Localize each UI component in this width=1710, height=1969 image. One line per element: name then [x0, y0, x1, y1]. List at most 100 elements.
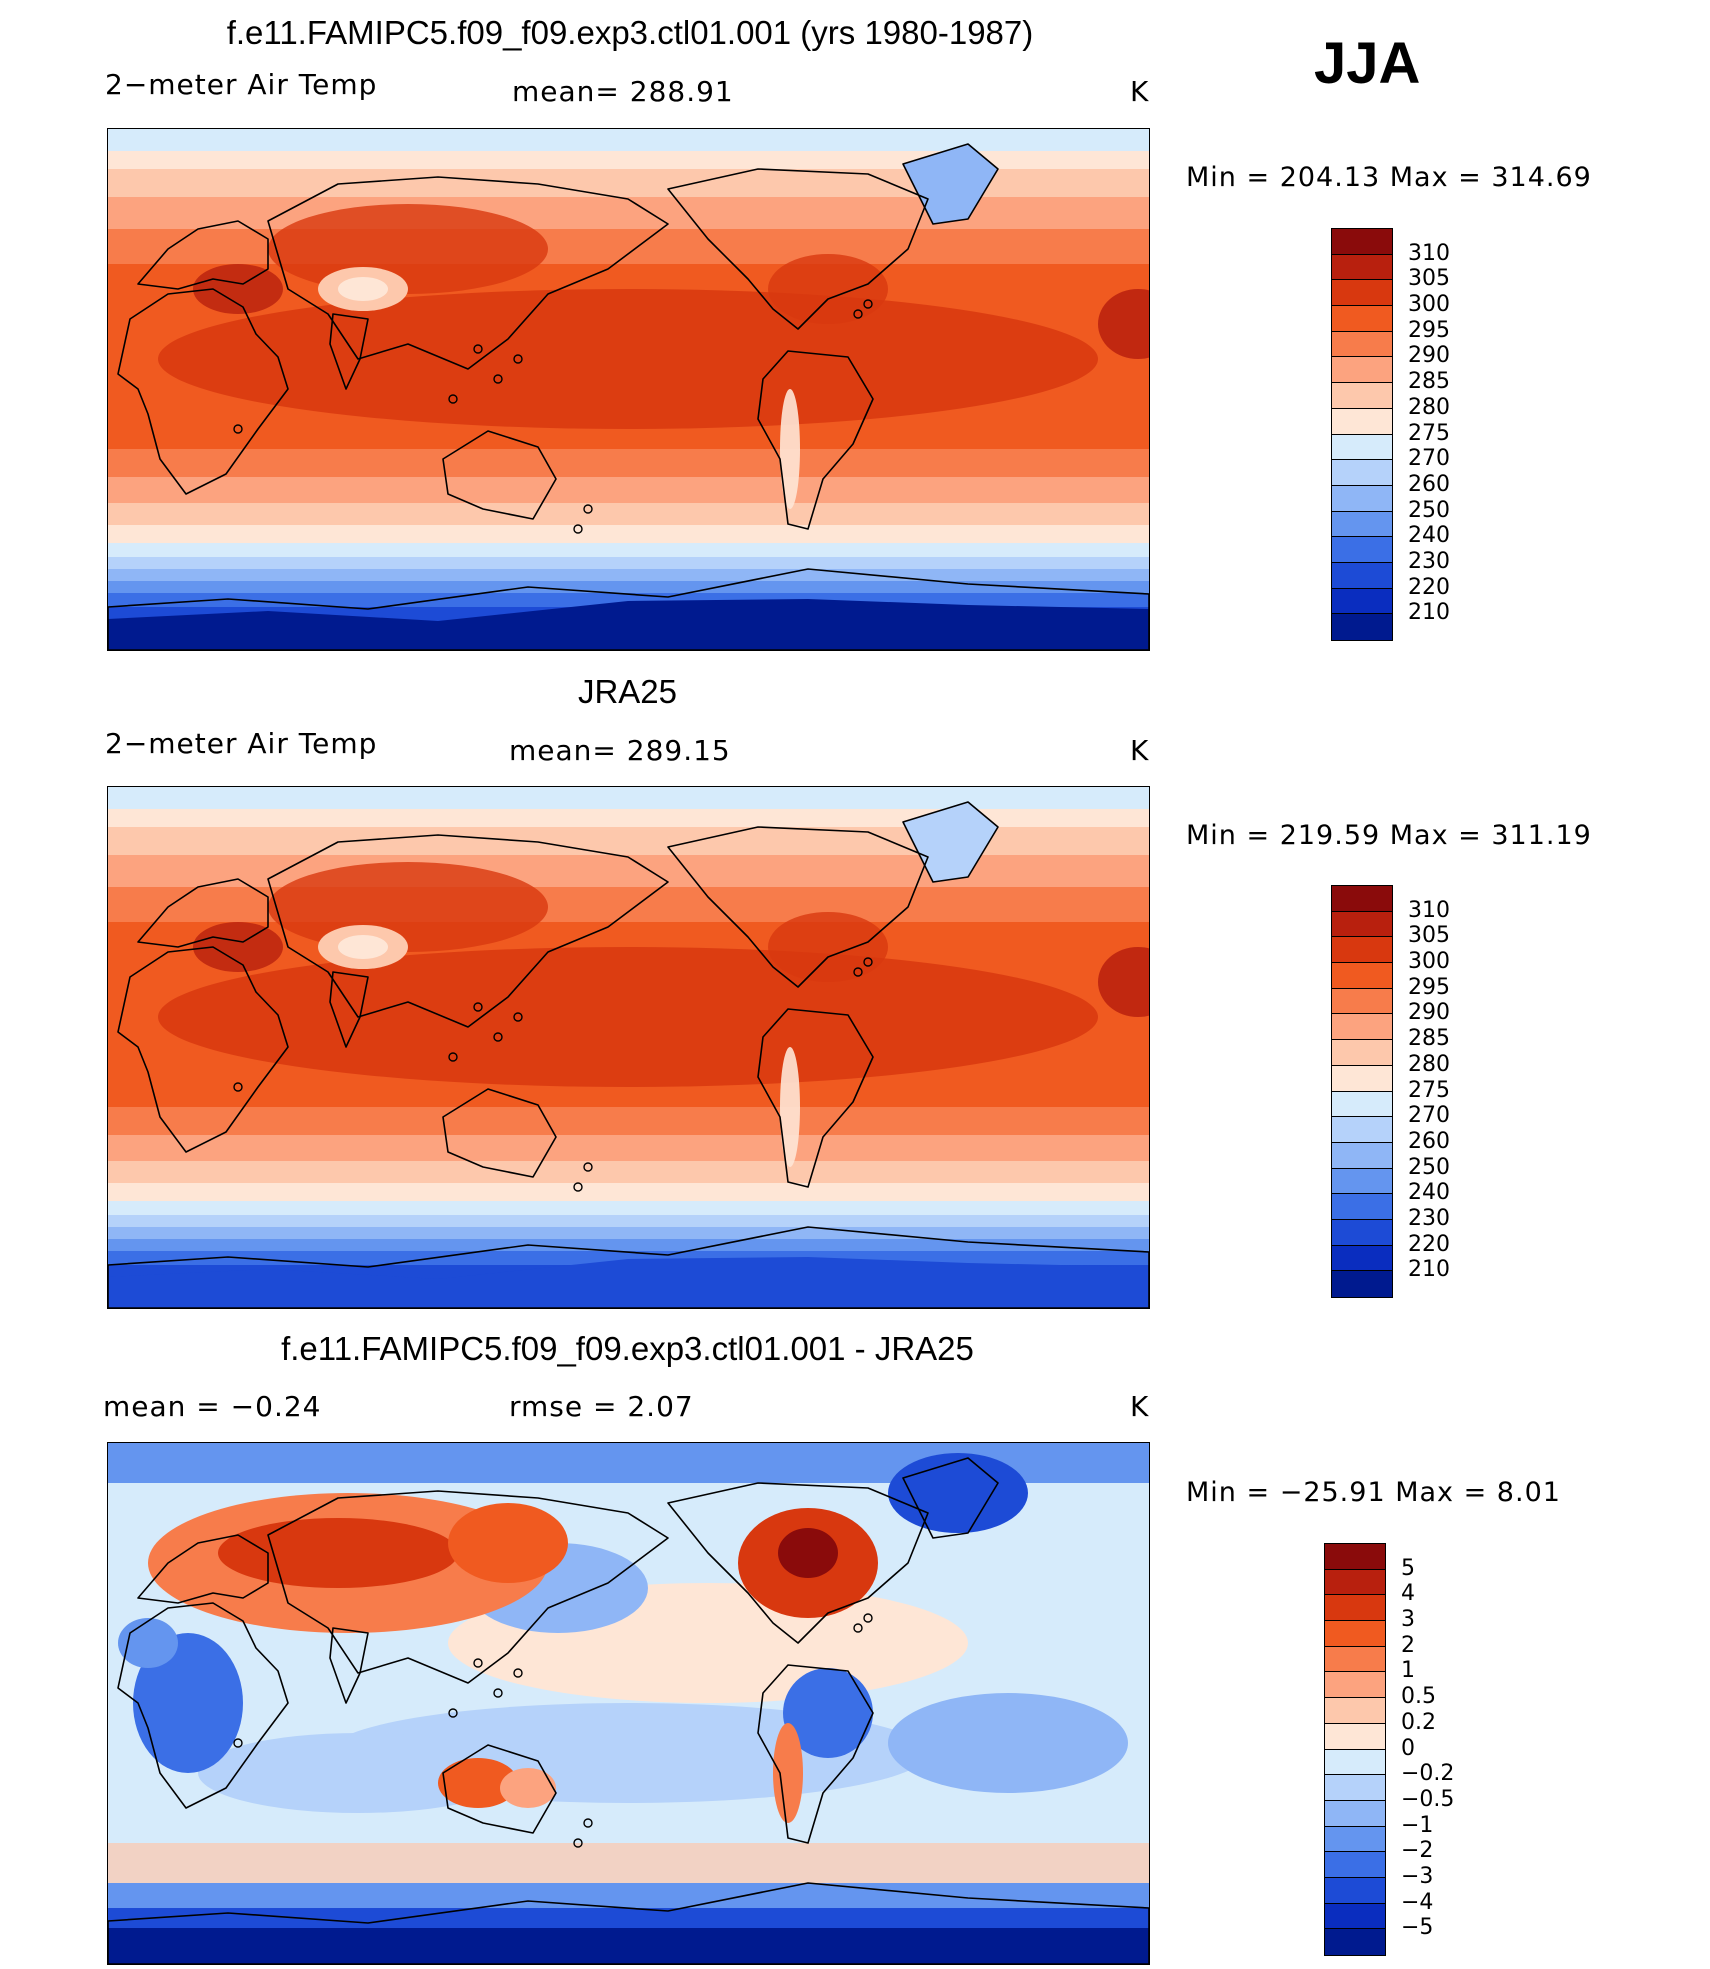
colorbar-tick-label: −4	[1401, 1889, 1434, 1915]
colorbar-swatch	[1325, 1800, 1385, 1827]
colorbar-swatch	[1332, 1168, 1392, 1195]
colorbar-tick-label: −5	[1401, 1915, 1434, 1941]
colorbar-swatch	[1332, 485, 1392, 512]
colorbar-tick-label: 280	[1408, 394, 1450, 420]
colorbar-swatch	[1332, 1219, 1392, 1246]
colorbar-swatch	[1332, 1091, 1392, 1118]
colorbar-swatch	[1325, 1672, 1385, 1699]
panel-3-unit-label: K	[1130, 1390, 1150, 1423]
colorbar-swatch	[1325, 1698, 1385, 1724]
colorbar-tick-label: 1	[1401, 1658, 1415, 1684]
colorbar-tick-label: 260	[1408, 1128, 1450, 1154]
panel-3-map-plot	[108, 1443, 1149, 1964]
panel-2-colorbar	[1331, 885, 1393, 1298]
colorbar-tick-label: 300	[1408, 949, 1450, 975]
colorbar-swatch	[1332, 937, 1392, 964]
colorbar-swatch	[1332, 1014, 1392, 1041]
colorbar-swatch	[1325, 1775, 1385, 1801]
colorbar-swatch	[1332, 963, 1392, 989]
colorbar-tick-label: 2	[1401, 1632, 1415, 1658]
colorbar-swatch	[1332, 511, 1392, 538]
colorbar-swatch	[1332, 886, 1392, 912]
colorbar-swatch	[1332, 988, 1392, 1015]
colorbar-swatch	[1325, 1903, 1385, 1930]
colorbar-swatch	[1325, 1929, 1385, 1955]
colorbar-tick-label: 5	[1401, 1555, 1415, 1581]
colorbar-tick-label: −2	[1401, 1838, 1434, 1864]
colorbar-tick-label: 220	[1408, 1231, 1450, 1257]
colorbar-swatch	[1332, 562, 1392, 589]
colorbar-tick-label: 3	[1401, 1607, 1415, 1633]
colorbar-swatch	[1332, 434, 1392, 461]
panel-2-unit-label: K	[1130, 734, 1150, 767]
colorbar-swatch	[1332, 1245, 1392, 1272]
panel-3-rmse-label: rmse = 2.07	[509, 1390, 694, 1423]
colorbar-swatch	[1332, 357, 1392, 384]
colorbar-swatch	[1332, 408, 1392, 435]
panel-3-minmax: Min = −25.91 Max = 8.01	[1186, 1477, 1561, 1508]
colorbar-tick-label: 305	[1408, 266, 1450, 292]
colorbar-swatch	[1325, 1569, 1385, 1596]
colorbar-tick-label: 4	[1401, 1581, 1415, 1607]
colorbar-tick-label: 290	[1408, 1000, 1450, 1026]
colorbar-swatch	[1325, 1595, 1385, 1622]
colorbar-tick-label: 270	[1408, 1103, 1450, 1129]
panel-3-title: f.e11.FAMIPC5.f09_f09.exp3.ctl01.001 - J…	[281, 1330, 974, 1367]
colorbar-swatch	[1325, 1749, 1385, 1776]
colorbar-swatch	[1332, 1271, 1392, 1297]
colorbar-tick-label: 250	[1408, 1154, 1450, 1180]
colorbar-swatch	[1332, 383, 1392, 409]
panel-3-colorbar	[1324, 1543, 1386, 1956]
panel-1-colorbar	[1331, 228, 1393, 641]
colorbar-tick-label: 240	[1408, 1180, 1450, 1206]
panel-2-minmax: Min = 219.59 Max = 311.19	[1186, 820, 1592, 851]
colorbar-tick-label: 285	[1408, 1026, 1450, 1052]
panel-2-map	[107, 786, 1150, 1309]
colorbar-tick-label: −3	[1401, 1863, 1434, 1889]
colorbar-tick-label: 240	[1408, 523, 1450, 549]
panel-1-title: f.e11.FAMIPC5.f09_f09.exp3.ctl01.001 (yr…	[226, 14, 1034, 51]
colorbar-tick-label: 285	[1408, 369, 1450, 395]
colorbar-tick-label: −0.2	[1401, 1761, 1455, 1787]
panel-2-mean-label: mean= 289.15	[509, 734, 731, 767]
colorbar-tick-label: 295	[1408, 317, 1450, 343]
panel-1-variable-label: 2−meter Air Temp	[105, 68, 378, 101]
colorbar-swatch	[1325, 1877, 1385, 1904]
colorbar-tick-label: 0.5	[1401, 1684, 1436, 1710]
panel-1-minmax: Min = 204.13 Max = 314.69	[1186, 162, 1592, 193]
colorbar-tick-label: 230	[1408, 548, 1450, 574]
colorbar-swatch	[1332, 1117, 1392, 1143]
panel-2-variable-label: 2−meter Air Temp	[105, 727, 378, 760]
colorbar-tick-label: 275	[1408, 420, 1450, 446]
colorbar-swatch	[1332, 614, 1392, 640]
colorbar-swatch	[1332, 911, 1392, 938]
colorbar-tick-label: 220	[1408, 574, 1450, 600]
colorbar-swatch	[1325, 1826, 1385, 1853]
colorbar-swatch	[1332, 1194, 1392, 1220]
colorbar-swatch	[1332, 588, 1392, 615]
season-label: JJA	[1314, 31, 1421, 96]
colorbar-swatch	[1332, 229, 1392, 255]
colorbar-swatch	[1325, 1723, 1385, 1750]
colorbar-swatch	[1325, 1544, 1385, 1570]
colorbar-tick-label: 0	[1401, 1735, 1415, 1761]
panel-1-map	[107, 128, 1150, 651]
colorbar-swatch	[1332, 537, 1392, 563]
colorbar-tick-label: 210	[1408, 600, 1450, 626]
colorbar-swatch	[1332, 254, 1392, 281]
colorbar-tick-label: 0.2	[1401, 1709, 1436, 1735]
colorbar-swatch	[1325, 1621, 1385, 1647]
colorbar-swatch	[1325, 1852, 1385, 1878]
panel-3-map	[107, 1442, 1150, 1965]
colorbar-tick-label: 310	[1408, 897, 1450, 923]
colorbar-tick-label: 305	[1408, 923, 1450, 949]
colorbar-tick-label: 295	[1408, 974, 1450, 1000]
colorbar-tick-label: −0.5	[1401, 1786, 1455, 1812]
colorbar-tick-label: 270	[1408, 446, 1450, 472]
colorbar-tick-label: 210	[1408, 1257, 1450, 1283]
colorbar-tick-label: 250	[1408, 497, 1450, 523]
colorbar-swatch	[1332, 306, 1392, 332]
colorbar-tick-label: 300	[1408, 292, 1450, 318]
colorbar-swatch	[1332, 331, 1392, 358]
colorbar-tick-label: 310	[1408, 240, 1450, 266]
